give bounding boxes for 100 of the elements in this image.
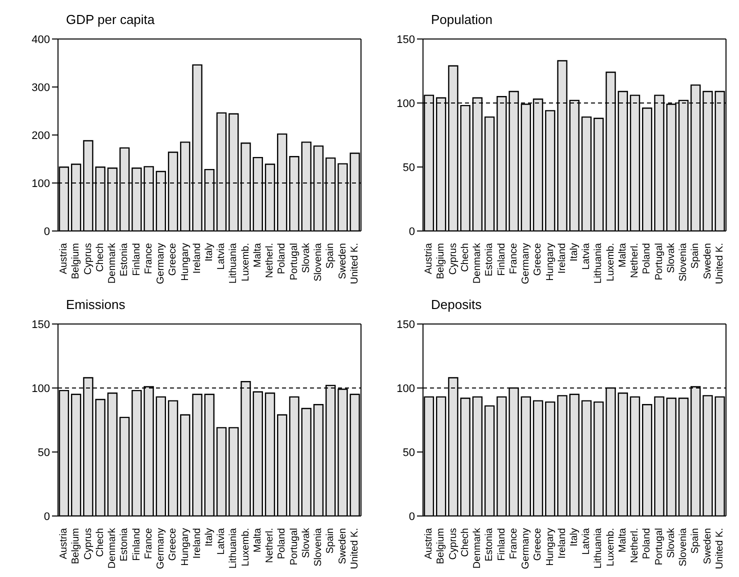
y-tick-label: 150 (32, 318, 50, 331)
x-tick-label: Slovak (666, 242, 677, 274)
x-tick-label: Poland (276, 243, 288, 274)
x-tick-label: Malta (252, 242, 264, 268)
x-tick-label: Poland (642, 243, 653, 274)
x-tick-label: Hungary (180, 528, 191, 566)
x-tick-label: Slovak (300, 242, 312, 274)
x-tick-label: Luxemb. (240, 528, 252, 566)
y-tick-label: 100 (396, 382, 415, 395)
x-tick-label: Denmark (107, 527, 118, 569)
x-tick-label: Austria (58, 242, 70, 274)
x-tick-label: Lithuania (228, 528, 240, 569)
x-tick-label: Italy (569, 528, 580, 546)
y-tick-label: 200 (32, 130, 50, 142)
x-tick-label: Slovak (666, 527, 677, 558)
y-tick-label: 150 (396, 34, 415, 46)
x-tick-label: Luxemb. (605, 243, 616, 282)
x-tick-label: Cyprus (82, 528, 94, 560)
x-tick-label: France (143, 242, 154, 274)
x-tick-label: Chech (94, 243, 106, 272)
x-tick-label: Denmark (472, 242, 484, 284)
x-tick-label: Austria (424, 528, 435, 560)
y-tick-label: 100 (32, 178, 50, 190)
x-tick-label: Portugal (288, 528, 300, 566)
x-tick-label: Cyprus (448, 243, 459, 275)
x-tick-label: Hungary (180, 243, 191, 281)
x-tick-label: Italy (204, 243, 215, 262)
x-tick-label: Spain (690, 528, 702, 554)
x-tick-label: Denmark (107, 242, 118, 284)
y-tick-label: 300 (32, 82, 50, 94)
chart-title: Deposits (431, 297, 482, 312)
x-tick-label: Spain (325, 243, 336, 269)
x-tick-label: Slovenia (678, 528, 690, 566)
x-tick-label: Poland (642, 528, 653, 560)
chart-title: GDP per capita (66, 12, 155, 27)
x-tick-label: Sweden (702, 528, 714, 564)
x-tick-label: United K. (349, 528, 360, 570)
x-tick-label: United K. (714, 528, 726, 570)
x-tick-label: Ireland (556, 528, 568, 559)
x-tick-label: Germany (520, 528, 532, 570)
x-tick-label: Cyprus (448, 528, 459, 560)
y-tick-label: 100 (32, 382, 50, 395)
x-tick-label: Lithuania (593, 242, 604, 284)
x-tick-label: Malta (617, 242, 628, 268)
x-tick-label: Spain (325, 528, 336, 554)
x-tick-label: Finland (496, 528, 508, 561)
x-tick-label: Italy (569, 243, 580, 262)
x-tick-label: Austria (58, 528, 70, 560)
x-tick-label: Greece (532, 528, 544, 561)
x-tick-label: Netherl. (630, 528, 641, 564)
x-tick-label: Luxemb. (605, 528, 616, 566)
x-tick-label: United K. (349, 243, 360, 284)
x-tick-label: France (143, 528, 154, 560)
x-tick-label: Cyprus (82, 243, 94, 275)
x-tick-label: Belgium (70, 528, 82, 564)
x-tick-label: Slovenia (678, 242, 690, 282)
x-tick-label: Portugal (654, 528, 665, 566)
x-tick-label: Slovenia (313, 242, 324, 282)
x-tick-label: Lithuania (228, 242, 240, 284)
x-tick-label: Latvia (581, 528, 592, 555)
x-tick-label: Sweden (337, 528, 348, 564)
y-tick-label: 50 (38, 446, 50, 459)
x-tick-label: Lithuania (593, 528, 604, 569)
x-tick-label: Hungary (544, 528, 556, 566)
x-tick-label: Portugal (654, 243, 665, 280)
y-tick-label: 0 (408, 510, 415, 523)
x-tick-label: Ireland (192, 243, 203, 274)
x-tick-label: Finland (131, 528, 142, 561)
x-tick-label: Germany (156, 528, 167, 570)
x-tick-label: Latvia (581, 242, 592, 270)
x-tick-label: Belgium (436, 243, 447, 280)
x-tick-label: Chech (460, 528, 471, 557)
x-tick-label: Chech (460, 243, 471, 272)
x-tick-label: Hungary (544, 243, 556, 281)
x-tick-label: Netherl. (630, 243, 641, 278)
x-tick-label: Belgium (436, 528, 447, 564)
x-tick-label: Belgium (70, 243, 82, 280)
x-tick-label: Germany (156, 243, 167, 284)
x-tick-label: France (508, 242, 520, 274)
x-tick-label: Poland (276, 528, 288, 560)
x-tick-label: Netherl. (264, 243, 276, 278)
x-tick-label: Finland (496, 243, 508, 276)
chart-title: Emissions (66, 297, 126, 312)
x-tick-label: France (508, 528, 520, 560)
x-tick-label: Austria (424, 242, 435, 274)
x-tick-label: Greece (532, 242, 544, 276)
x-tick-label: Germany (520, 243, 532, 284)
x-tick-label: Ireland (192, 528, 203, 559)
x-tick-label: Luxemb. (240, 243, 252, 282)
x-tick-label: Malta (252, 528, 264, 552)
x-tick-label: Spain (690, 243, 702, 269)
x-tick-label: Estonia (119, 242, 130, 276)
x-tick-label: Greece (168, 242, 179, 276)
x-tick-label: Portugal (288, 243, 300, 280)
x-tick-label: United K. (714, 243, 726, 284)
y-tick-label: 0 (44, 226, 50, 238)
x-tick-label: Estonia (484, 242, 496, 276)
x-tick-label: Estonia (484, 528, 496, 562)
x-tick-label: Netherl. (264, 528, 276, 564)
x-tick-label: Chech (94, 528, 106, 557)
